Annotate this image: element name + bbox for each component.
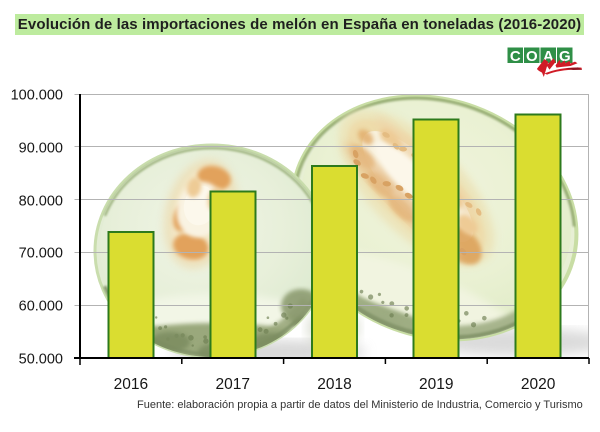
svg-text:2018: 2018: [317, 376, 351, 393]
svg-text:70.000: 70.000: [19, 246, 63, 262]
svg-text:2020: 2020: [521, 376, 556, 393]
svg-text:90.000: 90.000: [19, 141, 63, 157]
svg-text:50.000: 50.000: [19, 352, 63, 368]
svg-text:G: G: [559, 48, 571, 65]
svg-text:2016: 2016: [114, 376, 148, 393]
svg-text:60.000: 60.000: [19, 299, 63, 315]
svg-text:O: O: [526, 48, 538, 65]
svg-text:C: C: [510, 48, 521, 65]
svg-text:A: A: [543, 48, 554, 65]
svg-text:2019: 2019: [419, 376, 453, 393]
svg-text:80.000: 80.000: [19, 194, 63, 210]
svg-text:100.000: 100.000: [11, 88, 63, 104]
svg-text:2017: 2017: [215, 376, 249, 393]
